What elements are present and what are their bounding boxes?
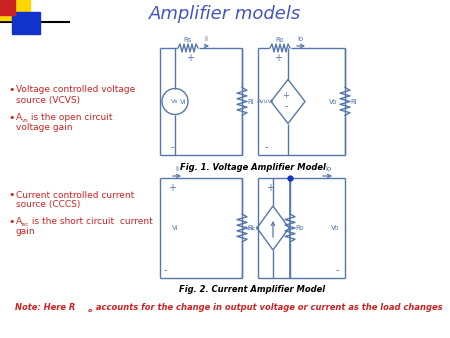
Text: A: A — [16, 114, 22, 122]
Text: Vi: Vi — [172, 225, 178, 231]
Text: Rl: Rl — [350, 98, 357, 104]
Text: A: A — [16, 217, 22, 226]
Bar — [0, 0, 15, 15]
Text: Ri: Ri — [247, 225, 254, 231]
Text: +: + — [186, 53, 194, 63]
Text: Rs: Rs — [184, 37, 192, 43]
Text: gain: gain — [16, 227, 36, 237]
Text: is the open circuit: is the open circuit — [28, 114, 112, 122]
Text: Vo: Vo — [329, 98, 337, 104]
Text: o: o — [88, 308, 92, 313]
Text: +: + — [168, 183, 176, 193]
Text: source (CCCS): source (CCCS) — [16, 200, 81, 210]
Text: •: • — [8, 217, 14, 227]
Text: Current controlled current: Current controlled current — [16, 191, 134, 199]
Text: •: • — [8, 113, 14, 123]
Text: Fig. 2. Current Amplifier Model: Fig. 2. Current Amplifier Model — [180, 286, 325, 294]
Text: -: - — [264, 142, 268, 152]
Text: Ro: Ro — [276, 37, 284, 43]
Text: Note: Here R: Note: Here R — [15, 304, 76, 313]
Text: isc: isc — [22, 222, 29, 227]
Text: vo: vo — [22, 119, 29, 123]
Text: +: + — [274, 53, 282, 63]
Bar — [12, 12, 40, 34]
Text: •: • — [8, 85, 14, 95]
Text: Aiscli: Aiscli — [244, 225, 260, 231]
Text: Vo: Vo — [331, 225, 339, 231]
Text: -: - — [170, 142, 174, 152]
Text: Io: Io — [325, 166, 331, 172]
Text: +: + — [283, 91, 289, 100]
Text: accounts for the change in output voltage or current as the load changes: accounts for the change in output voltag… — [93, 304, 443, 313]
Text: Vs: Vs — [171, 99, 179, 104]
Text: Fig. 1. Voltage Amplifier Model: Fig. 1. Voltage Amplifier Model — [180, 163, 325, 171]
Text: AvoVi: AvoVi — [257, 99, 274, 104]
Text: Ii: Ii — [204, 36, 208, 42]
Bar — [0, 0, 30, 20]
Text: -: - — [163, 265, 167, 275]
Text: Vi: Vi — [180, 98, 186, 104]
Text: +: + — [266, 183, 274, 193]
Text: Ii: Ii — [175, 166, 179, 172]
Text: is the short circuit  current: is the short circuit current — [29, 217, 153, 226]
Text: Voltage controlled voltage: Voltage controlled voltage — [16, 86, 135, 95]
Text: voltage gain: voltage gain — [16, 123, 72, 132]
Text: -: - — [335, 265, 339, 275]
Text: source (VCVS): source (VCVS) — [16, 96, 80, 104]
Text: Ri: Ri — [247, 98, 254, 104]
Text: Ro: Ro — [295, 225, 304, 231]
Text: -: - — [284, 101, 288, 112]
Text: •: • — [8, 190, 14, 200]
Text: Amplifier models: Amplifier models — [149, 5, 301, 23]
Text: Io: Io — [298, 36, 304, 42]
